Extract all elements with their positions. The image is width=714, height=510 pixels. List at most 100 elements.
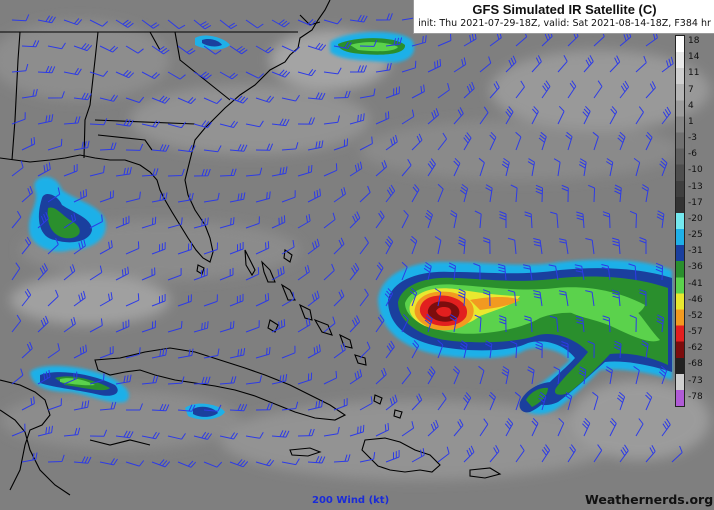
wind-barb <box>515 131 522 151</box>
wind-barb <box>635 55 647 73</box>
wind-barb <box>561 341 569 358</box>
wind-barb <box>659 157 668 177</box>
wind-barb <box>73 238 86 255</box>
watermark: Weathernerds.org <box>585 492 714 507</box>
wind-barb <box>350 65 367 73</box>
wind-barb <box>463 445 475 463</box>
wind-barb <box>585 290 595 307</box>
wind-barb <box>47 91 65 99</box>
wind-barb <box>141 168 159 177</box>
wind-barb <box>177 348 194 359</box>
wind-barb <box>641 340 649 359</box>
colorbar-tick-label: -62 <box>688 343 703 354</box>
wind-barb <box>463 31 477 47</box>
wind-barb <box>375 210 385 229</box>
wind-barb <box>548 264 559 281</box>
wind-barb <box>271 215 286 229</box>
wind-barb <box>479 106 489 125</box>
wind-barb <box>427 158 436 177</box>
wind-barb <box>177 45 196 55</box>
wind-barb <box>99 292 113 307</box>
wind-barb <box>307 140 324 151</box>
wind-barb <box>535 340 543 359</box>
wind-barb <box>281 142 299 151</box>
wind-barb <box>384 236 394 255</box>
wind-barb <box>167 321 183 333</box>
wind-barb <box>602 315 611 333</box>
wind-barb <box>47 42 66 50</box>
wind-barb <box>47 398 62 411</box>
wind-barb <box>359 396 373 411</box>
wind-barb <box>605 366 613 385</box>
wind-barb <box>203 404 222 412</box>
wind-barb <box>531 55 542 73</box>
wind-barb <box>557 105 565 125</box>
wind-barb <box>578 158 587 177</box>
wind-barb <box>177 97 197 105</box>
wind-barb <box>203 45 222 55</box>
wind-barb <box>538 391 547 411</box>
wind-barb <box>401 158 412 177</box>
colorbar-tick-label: -3 <box>688 133 697 144</box>
wind-barb <box>611 289 621 307</box>
wind-barb <box>37 211 49 229</box>
wind-barb <box>11 63 29 73</box>
wind-barb <box>541 80 551 99</box>
wind-barb <box>63 116 81 125</box>
wind-barb <box>307 455 326 464</box>
wind-barb <box>437 33 452 47</box>
wind-barb <box>497 263 507 281</box>
wind-barb <box>281 240 295 255</box>
wind-barb <box>424 313 433 333</box>
wind-barb <box>126 403 143 411</box>
wind-barb <box>229 192 246 203</box>
wind-barb <box>229 293 244 307</box>
wind-barb <box>462 392 472 411</box>
wind-barb <box>333 237 345 255</box>
wind-barb <box>384 288 394 307</box>
wind-barb <box>89 70 109 77</box>
wind-barb <box>115 69 135 79</box>
wind-barb <box>437 183 444 203</box>
wind-barb <box>63 371 78 385</box>
wind-barb <box>671 445 683 463</box>
wind-barb <box>203 97 223 105</box>
wind-barb <box>499 211 507 228</box>
wind-barb <box>349 315 361 333</box>
wind-barb <box>427 108 440 125</box>
wind-barb <box>203 294 218 307</box>
wind-barb <box>587 340 595 359</box>
wind-barb <box>385 450 400 463</box>
wind-barb <box>89 214 103 229</box>
wind-barb <box>99 190 114 203</box>
wind-barb <box>588 184 596 203</box>
wind-barb <box>483 237 491 255</box>
wind-barb <box>141 320 156 333</box>
colorbar-tick-label: -68 <box>688 359 703 370</box>
wind-barb <box>219 376 237 385</box>
wind-barb <box>411 340 420 359</box>
wind-barb <box>47 237 59 255</box>
wind-barb <box>401 421 415 437</box>
wind-barb <box>489 444 500 463</box>
wind-barb <box>582 417 591 437</box>
wind-barb <box>125 293 140 307</box>
wind-barb <box>510 340 518 359</box>
colorbar-tick-label: -57 <box>688 327 703 338</box>
wind-barb <box>576 211 585 229</box>
wind-barb <box>401 366 412 385</box>
wind-barb <box>515 444 525 463</box>
wind-barb <box>229 95 249 104</box>
wind-barb <box>606 158 614 177</box>
wind-barb <box>558 290 569 307</box>
cloud-cluster-gulf <box>28 176 106 252</box>
wind-barb <box>501 366 510 385</box>
wind-barb <box>359 39 378 47</box>
wind-barb <box>229 403 248 412</box>
wind-barb <box>255 459 275 467</box>
wind-barb <box>489 81 500 99</box>
wind-barb <box>411 448 425 463</box>
colorbar-tick-label: 18 <box>688 36 700 46</box>
wind-barb <box>613 340 622 359</box>
wind-barb <box>297 372 313 385</box>
